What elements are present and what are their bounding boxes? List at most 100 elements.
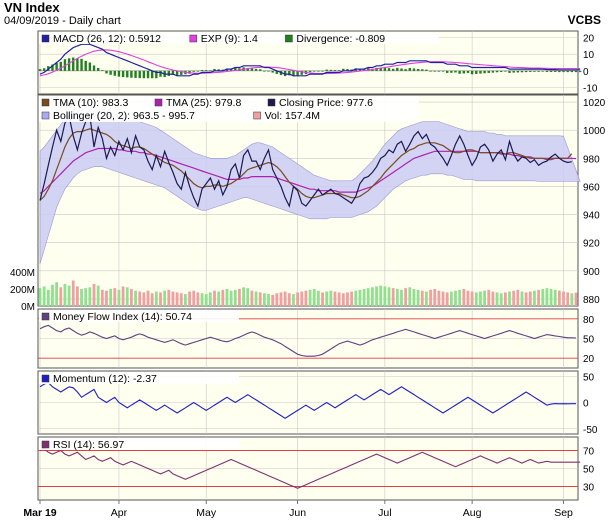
chart-title: VN Index [4,0,60,15]
volume-bar [46,289,50,306]
volume-bar [437,290,441,306]
volume-bar [395,289,399,306]
divergence-bar [84,60,87,71]
momentum-y-tick-label: 0 [583,399,589,410]
volume-bar [537,289,541,306]
macd-line [39,43,581,77]
price-y-tick-label: 880 [583,295,600,306]
volume-bar [262,293,266,306]
volume-bar [196,292,200,306]
divergence-bar [263,70,266,72]
volume-bar [341,293,345,306]
price-legend-swatch [41,98,50,107]
divergence-bar [466,70,470,73]
divergence-bar [138,70,141,79]
volume-bar [541,289,545,306]
volume-bar [516,289,520,306]
divergence-bar [491,70,495,73]
divergence-bar [337,70,341,71]
price-y-tick-label: 920 [583,239,600,250]
divergence-bar [429,70,432,72]
divergence-bar [96,67,100,71]
volume-bar [113,288,117,306]
volume-bar [130,289,133,306]
divergence-bar [117,70,121,77]
macd-legend-label: MACD (26, 12): 0.5912 [53,33,161,45]
divergence-bar [475,70,478,74]
divergence-bar [400,68,403,71]
rsi-y-tick-label: 50 [583,465,595,476]
volume-bar [71,280,75,306]
divergence-bar [445,70,449,73]
divergence-bar [250,68,254,71]
x-tick-label: Sep [554,507,573,519]
divergence-bar [558,70,561,73]
divergence-bar [479,70,482,74]
volume-bar [117,289,121,306]
divergence-bar [487,70,490,73]
volume-bar [75,286,79,306]
volume-bar [566,292,570,306]
volume-bar [474,292,478,306]
volume-bar [38,288,42,306]
volume-bar [503,292,507,306]
macd-y-tick-label: -10 [583,83,598,94]
volume-bar [171,291,175,306]
volume-bar [221,289,225,306]
volume-bar [258,292,262,306]
rsi-legend-swatch [41,440,50,449]
volume-bar [449,291,453,306]
divergence-bar [275,70,279,74]
volume-bar [188,291,191,306]
volume-bar [217,291,221,306]
divergence-bar [537,70,540,72]
volume-bar [545,288,549,306]
volume-bar [470,291,474,306]
divergence-bar [88,62,92,71]
volume-bar [159,292,162,306]
volume-bar [379,285,383,306]
macd-legend-label: EXP (9): 1.4 [201,33,258,45]
price-legend-swatch [267,98,276,107]
volume-bar [416,289,420,306]
volume-bar [321,292,324,306]
rsi-y-tick-label: 30 [583,483,595,494]
volume-bar [346,292,349,306]
divergence-bar [387,68,391,71]
volume-bar [292,294,295,306]
divergence-bar [192,70,195,72]
volume-bar [55,282,59,306]
divergence-bar [562,70,565,73]
volume-bar [325,291,329,306]
volume-bar [528,291,532,306]
divergence-bar [358,68,362,71]
volume-bar [92,283,96,306]
divergence-bar [570,70,574,73]
divergence-bar [362,69,366,71]
volume-bar [125,287,129,306]
divergence-bar [425,69,428,71]
macd-y-tick-label: 20 [583,34,595,45]
volume-bar [466,290,470,306]
divergence-bar [325,69,328,71]
volume-bar [163,290,167,306]
bollinger-band [39,106,581,264]
volume-bar [433,289,437,306]
volume-bar [479,291,482,306]
volume-bar [88,287,92,306]
divergence-bar [454,70,457,73]
volume-bar [570,293,574,306]
volume-bar [96,285,100,306]
divergence-bar [578,70,582,73]
divergence-bar [321,70,324,72]
rsi-legend-label: RSI (14): 56.97 [53,439,124,451]
rsi-legend-bg [39,438,239,450]
volume-bar [167,289,171,306]
volume-bar [134,290,137,306]
volume-bar [375,286,378,306]
divergence-bar [404,69,407,71]
volume-bar [483,290,486,306]
divergence-bar [566,70,569,73]
divergence-bar [254,68,258,71]
